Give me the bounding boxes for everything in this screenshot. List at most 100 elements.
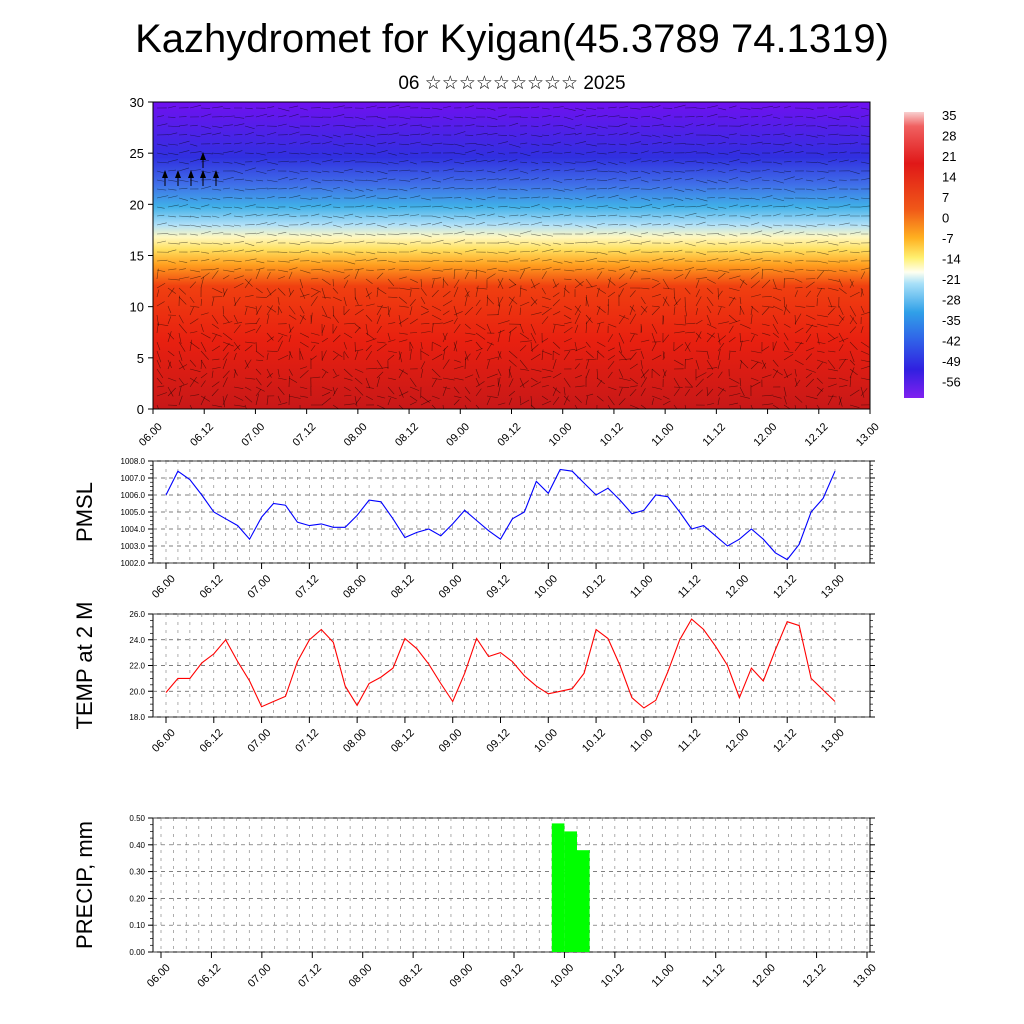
wind-barb <box>629 158 642 163</box>
wind-barb <box>552 358 557 370</box>
wind-barb <box>321 170 330 173</box>
wind-barb <box>244 131 254 136</box>
wind-barb <box>585 143 597 147</box>
wind-barb <box>618 231 627 235</box>
wind-barb <box>497 222 509 226</box>
wind-barb <box>167 242 180 245</box>
wind-barb <box>574 280 584 289</box>
wind-barb <box>442 242 451 245</box>
wind-barb <box>200 159 210 163</box>
wind-barb <box>552 323 565 327</box>
wind-barb <box>761 205 773 208</box>
wind-barb <box>365 251 376 255</box>
wind-barb <box>519 301 530 307</box>
wind-barb <box>739 161 749 164</box>
wind-barb <box>717 233 726 237</box>
wind-barb <box>244 142 253 145</box>
wind-barb <box>761 134 771 136</box>
wind-barb <box>728 336 736 343</box>
wind-barb <box>277 160 289 163</box>
wind-barb <box>816 362 823 370</box>
wind-barb <box>805 197 816 200</box>
wind-barb <box>563 285 566 298</box>
wind-barb <box>585 294 587 307</box>
wind-barb <box>332 374 340 379</box>
wind-barb <box>189 318 199 325</box>
wind-barb <box>596 321 605 325</box>
wind-barb <box>156 323 169 326</box>
wind-barb <box>684 342 691 352</box>
wind-barb <box>464 159 477 163</box>
wind-barb <box>783 260 792 264</box>
wind-barb <box>640 359 643 369</box>
wind-barb <box>596 395 604 402</box>
wind-barb <box>332 334 341 343</box>
colorbar-label: -49 <box>942 354 961 369</box>
wind-barb <box>453 239 466 244</box>
wind-barb <box>706 169 715 172</box>
wind-barb <box>662 159 674 163</box>
wind-barb <box>288 206 301 211</box>
x-tick-label: 13.00 <box>854 421 882 449</box>
wind-barb <box>288 267 298 271</box>
wind-barb <box>816 170 829 173</box>
wind-barb <box>750 280 761 289</box>
wind-barb <box>651 305 660 308</box>
wind-barb <box>794 404 797 409</box>
wind-barb <box>343 223 354 226</box>
wind-barb <box>332 170 344 174</box>
wind-barb <box>200 113 212 118</box>
wind-barb <box>706 367 718 370</box>
wind-barb <box>508 366 511 379</box>
wind-barb <box>574 304 581 316</box>
wind-barb <box>442 348 446 361</box>
wind-barb <box>794 313 802 325</box>
wind-barb <box>475 332 486 340</box>
x-tick-label: 09.00 <box>444 421 472 449</box>
wind-barb <box>464 306 474 316</box>
wind-barb <box>475 351 482 361</box>
wind-barb <box>497 329 505 334</box>
wind-barb <box>849 278 854 287</box>
wind-barb <box>167 350 175 357</box>
wind-barb <box>860 386 865 398</box>
wind-barb <box>783 250 792 253</box>
wind-barb <box>684 178 694 181</box>
wind-barb <box>189 296 195 304</box>
wind-barb <box>464 149 476 154</box>
wind-barb <box>200 132 212 136</box>
y-tick-label: 20 <box>130 197 144 212</box>
wind-barb <box>629 125 638 127</box>
wind-barb <box>255 152 266 156</box>
wind-barb <box>156 268 159 280</box>
wind-barb <box>167 188 177 191</box>
wind-barb <box>222 107 231 109</box>
wind-barb <box>233 178 245 181</box>
wind-barb <box>706 386 708 395</box>
wind-barb <box>618 179 627 182</box>
wind-barb <box>684 160 697 163</box>
wind-barb <box>772 161 783 165</box>
wind-barb <box>618 341 622 353</box>
colorbar-label: 0 <box>942 211 949 226</box>
wind-barb <box>376 272 384 280</box>
wind-barb <box>376 106 386 109</box>
wind-barb <box>662 242 671 244</box>
wind-barb <box>497 188 508 191</box>
wind-barb <box>640 296 646 305</box>
wind-barb <box>783 170 792 172</box>
wind-barb <box>332 143 345 147</box>
wind-barb <box>409 124 422 127</box>
wind-barb <box>156 161 169 164</box>
wind-barb <box>838 204 851 208</box>
wind-barb <box>431 305 442 311</box>
wind-barb <box>343 403 355 406</box>
wind-barb <box>805 404 807 409</box>
wind-barb <box>178 350 183 361</box>
wind-barb <box>376 233 386 236</box>
wind-barb <box>860 114 869 118</box>
wind-barb <box>288 195 301 199</box>
wind-barb <box>816 188 827 190</box>
wind-barb <box>783 323 791 328</box>
wind-barb <box>453 161 465 164</box>
